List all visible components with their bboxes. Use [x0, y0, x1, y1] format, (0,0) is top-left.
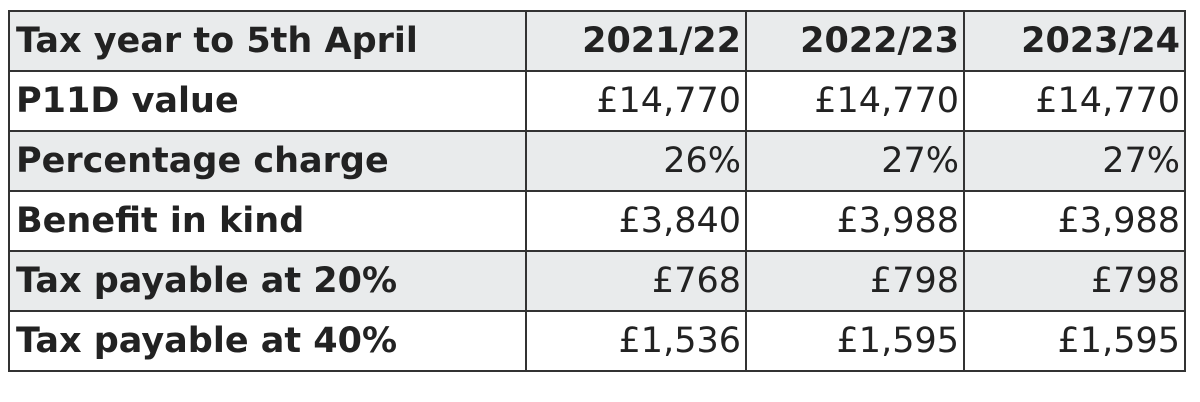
table-cell: £14,770: [525, 70, 747, 132]
table-cell: £14,770: [745, 70, 965, 132]
table-cell: £798: [745, 250, 965, 312]
table-cell: £768: [525, 250, 747, 312]
table-cell: 27%: [745, 130, 965, 192]
table-cell: 26%: [525, 130, 747, 192]
column-header: 2021/22: [525, 10, 747, 72]
table-row: P11D value £14,770 £14,770 £14,770: [8, 70, 1186, 132]
table-cell: £1,595: [745, 310, 965, 372]
table-cell: 27%: [963, 130, 1186, 192]
table-row: Percentage charge 26% 27% 27%: [8, 130, 1186, 192]
table-cell: £1,536: [525, 310, 747, 372]
row-label: Tax payable at 20%: [8, 250, 527, 312]
tax-table: Tax year to 5th April 2021/22 2022/23 2023/…: [8, 10, 1186, 372]
table-cell: £798: [963, 250, 1186, 312]
table-row: Tax payable at 40% £1,536 £1,595 £1,595: [8, 310, 1186, 372]
header-row: Tax year to 5th April 2021/22 2022/23 2023/…: [8, 10, 1186, 72]
table-cell: £1,595: [963, 310, 1186, 372]
column-header: 2023/24: [963, 10, 1186, 72]
row-label: Tax payable at 40%: [8, 310, 527, 372]
table-cell: £3,988: [963, 190, 1186, 252]
column-header: 2022/23: [745, 10, 965, 72]
table-row: Tax payable at 20% £768 £798 £798: [8, 250, 1186, 312]
table-body: P11D value £14,770 £14,770 £14,770 Percentag…: [8, 70, 1186, 372]
row-label: Percentage charge: [8, 130, 527, 192]
row-label: Benefit in kind: [8, 190, 527, 252]
row-label: P11D value: [8, 70, 527, 132]
table-cell: £3,840: [525, 190, 747, 252]
row-header-title: Tax year to 5th April: [8, 10, 527, 72]
table-cell: £14,770: [963, 70, 1186, 132]
table-cell: £3,988: [745, 190, 965, 252]
table-row: Benefit in kind £3,840 £3,988 £3,988: [8, 190, 1186, 252]
